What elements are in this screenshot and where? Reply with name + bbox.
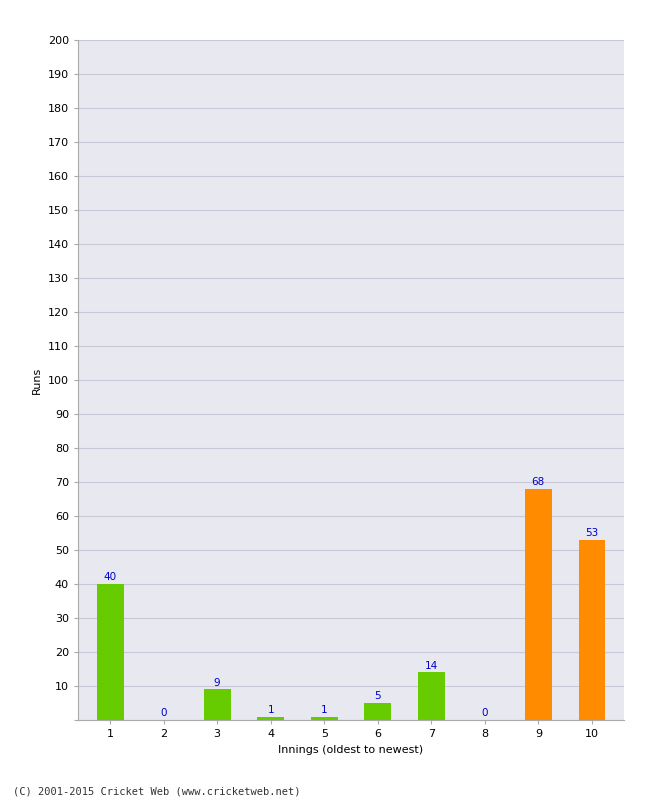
Text: 9: 9 <box>214 678 220 688</box>
Bar <box>418 672 445 720</box>
Text: (C) 2001-2015 Cricket Web (www.cricketweb.net): (C) 2001-2015 Cricket Web (www.cricketwe… <box>13 786 300 796</box>
Text: 68: 68 <box>532 477 545 487</box>
Bar <box>365 703 391 720</box>
Text: 0: 0 <box>161 708 167 718</box>
Text: 1: 1 <box>321 705 328 715</box>
Text: 0: 0 <box>482 708 488 718</box>
Bar <box>525 489 552 720</box>
Bar <box>578 540 605 720</box>
Text: 5: 5 <box>374 691 381 702</box>
Bar <box>257 717 284 720</box>
Text: 53: 53 <box>585 528 599 538</box>
Y-axis label: Runs: Runs <box>32 366 42 394</box>
Text: 40: 40 <box>103 572 117 582</box>
X-axis label: Innings (oldest to newest): Innings (oldest to newest) <box>278 745 424 754</box>
Bar <box>311 717 337 720</box>
Bar <box>97 584 124 720</box>
Text: 1: 1 <box>267 705 274 715</box>
Bar <box>204 690 231 720</box>
Text: 14: 14 <box>424 661 438 670</box>
